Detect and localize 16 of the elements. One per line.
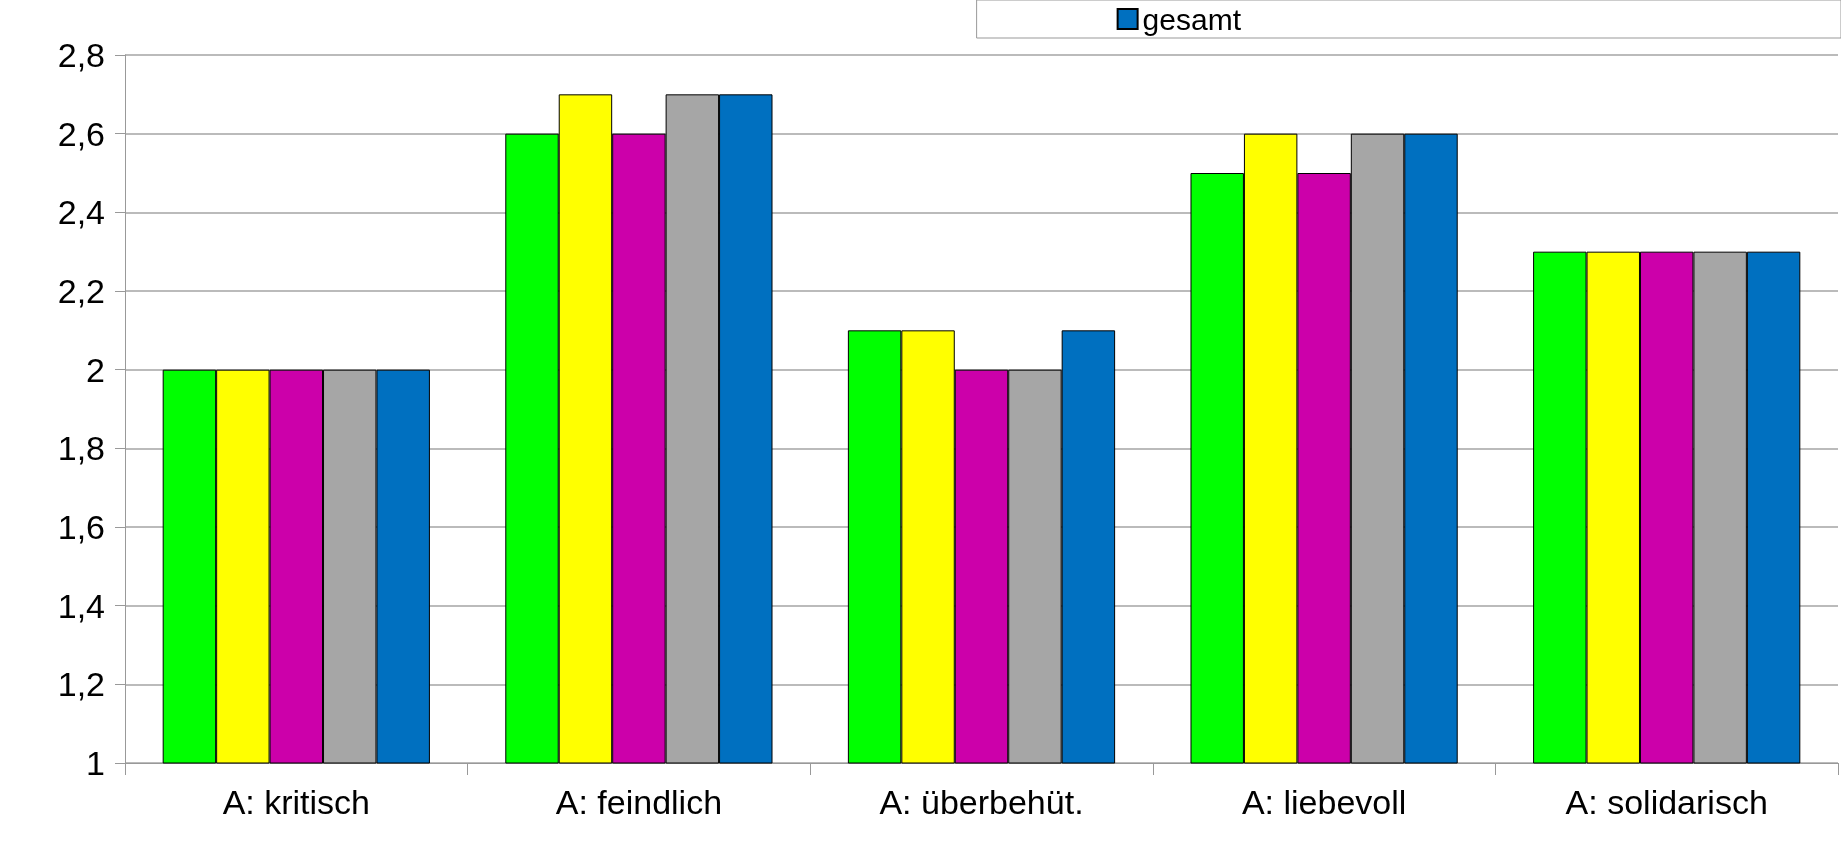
x-tick-label: A: solidarisch	[1565, 783, 1768, 821]
x-tick-label: A: feindlich	[555, 783, 723, 821]
y-tick-label: 1,6	[57, 508, 105, 546]
y-tick-label: 2,6	[57, 114, 105, 153]
y-tick-label: 1,2	[57, 665, 105, 704]
y-tick-label: 2,2	[57, 272, 105, 310]
y-tick-label: 1,4	[57, 586, 105, 625]
y-tick-label: 1	[86, 744, 105, 782]
y-tick-label: 2,4	[57, 193, 105, 232]
y-tick-label: 2	[86, 350, 105, 389]
x-tick-label: A: kritisch	[222, 783, 370, 821]
x-tick-label: A: überbehüt.	[879, 783, 1084, 821]
legend-label: gesamt	[1142, 2, 1242, 36]
x-tick-label: A: liebevoll	[1241, 783, 1407, 821]
y-tick-label: 1,8	[57, 429, 105, 468]
y-tick-label: 2,8	[57, 36, 105, 74]
